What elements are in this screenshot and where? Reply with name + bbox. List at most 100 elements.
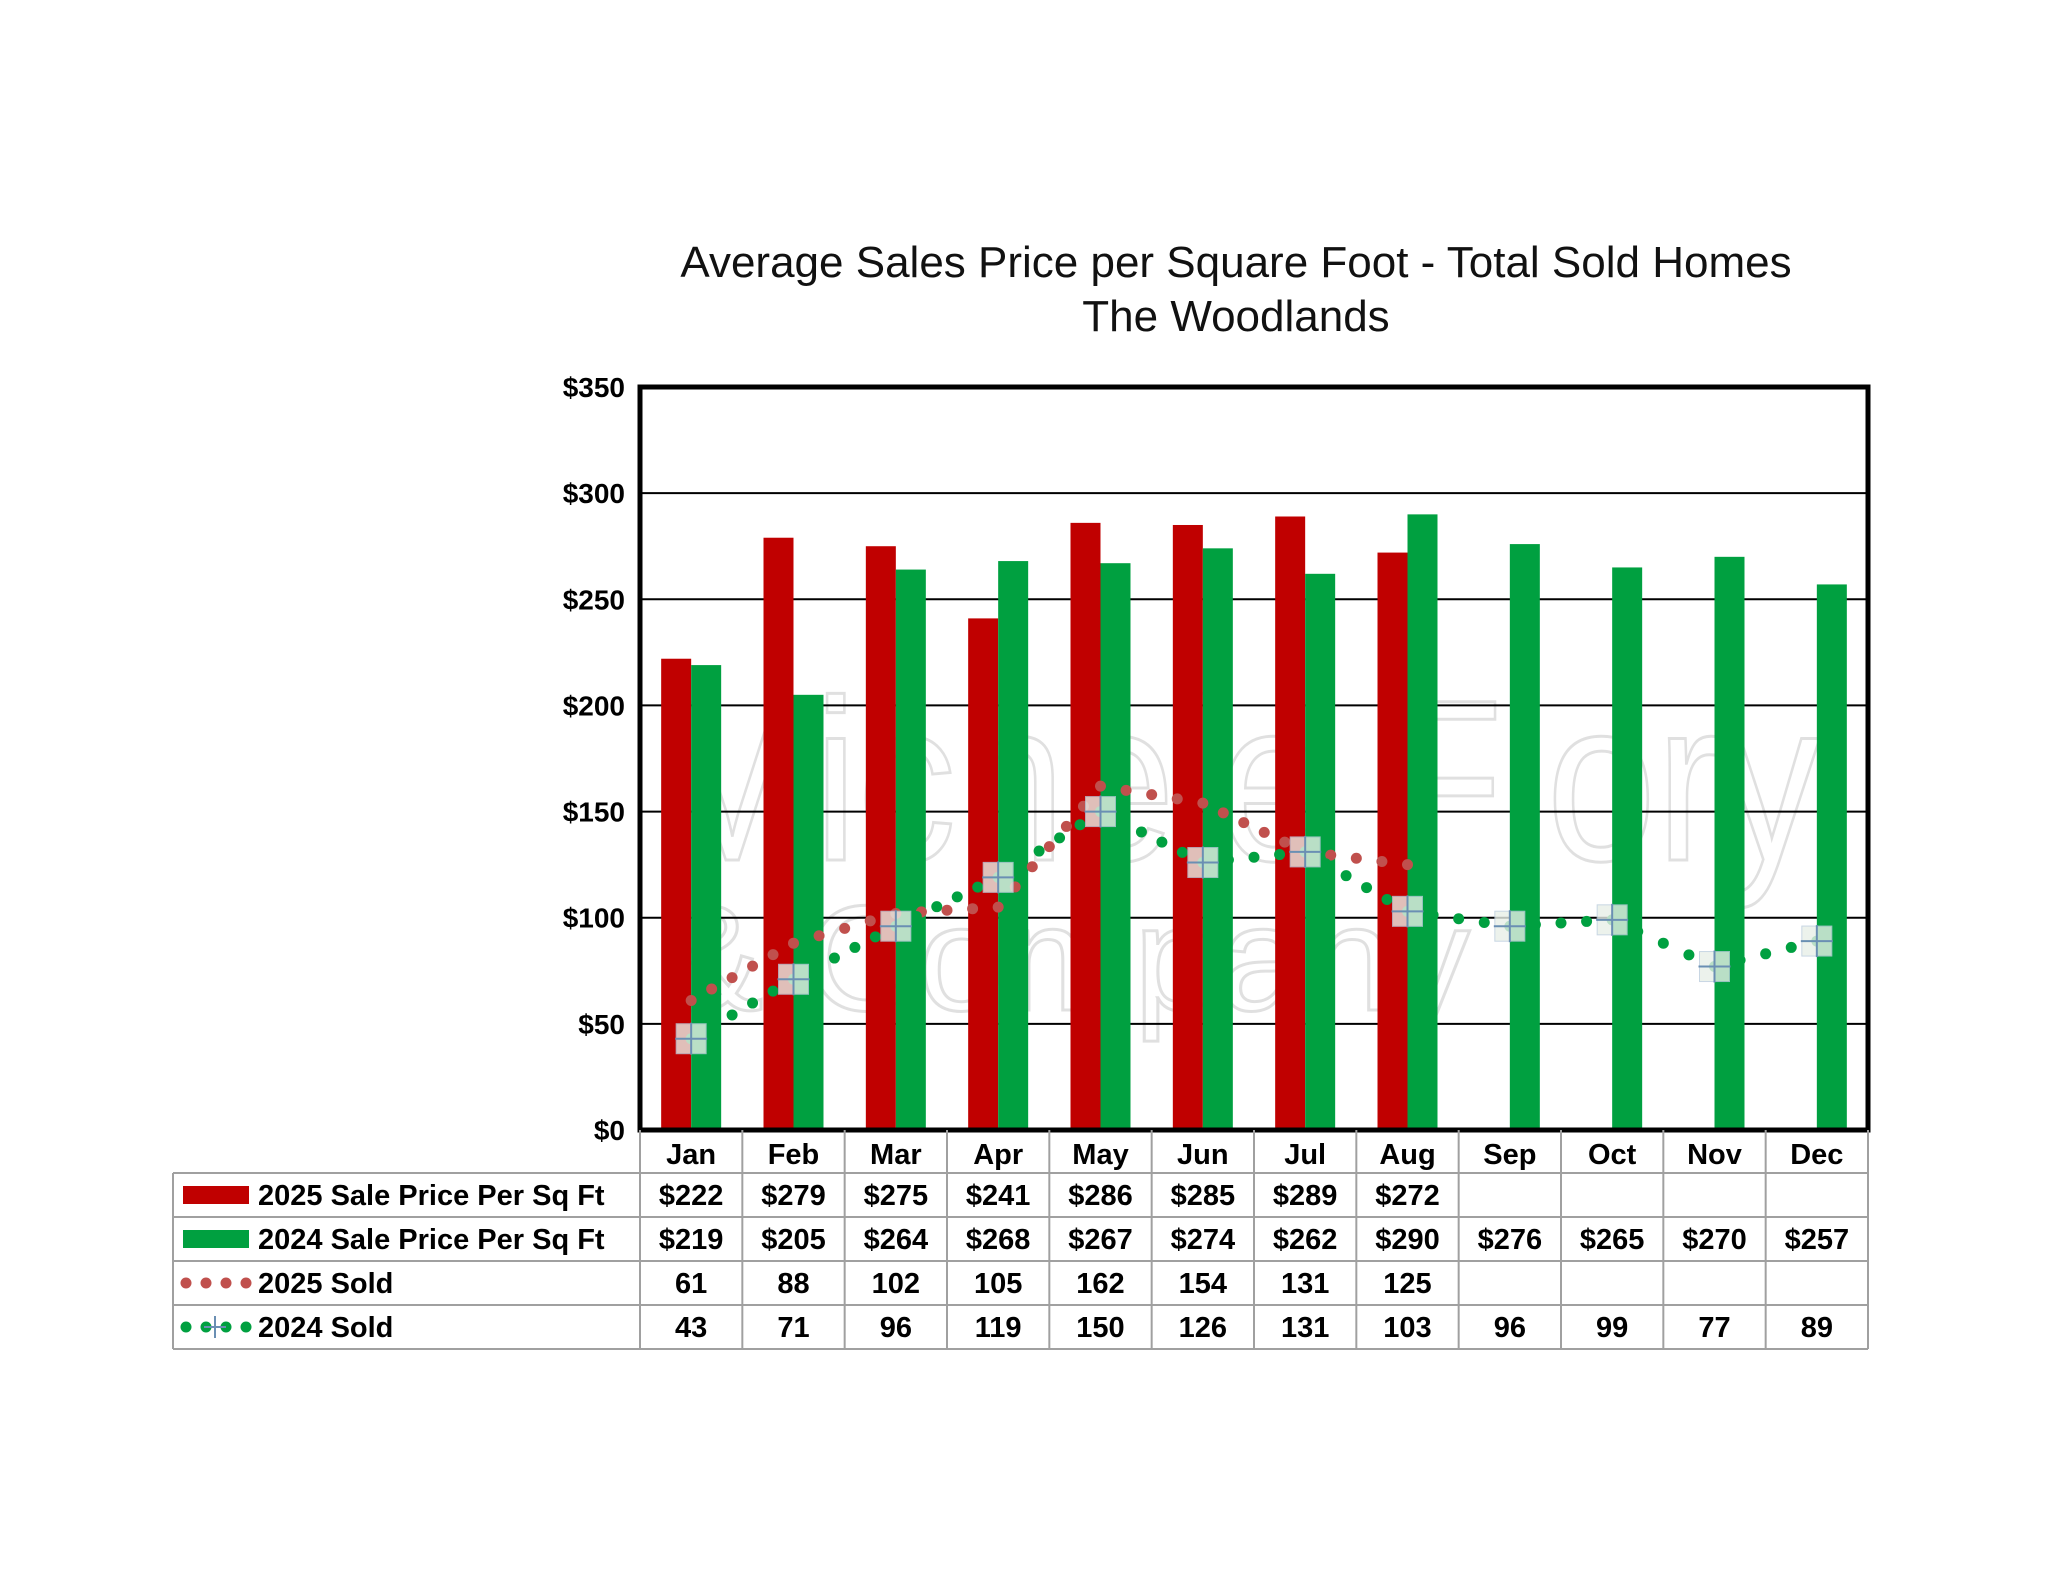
legend-key <box>180 1316 252 1338</box>
data-label: 96 <box>880 1312 912 1344</box>
x-tick-label: Aug <box>1379 1139 1435 1171</box>
bar-2025-aug <box>1377 552 1408 1130</box>
sold-line-dot <box>1176 846 1188 858</box>
sold-2024-marker-nov <box>1698 950 1731 983</box>
sold-line-dot <box>1156 836 1168 848</box>
sold-line-dot <box>967 903 979 915</box>
data-table: Jan Feb Mar Apr May Jun Jul Aug Sep Oct Nov Dec 2025… <box>172 1130 1869 1350</box>
data-label: 105 <box>974 1268 1022 1300</box>
sold-line-dot <box>1581 915 1593 927</box>
x-tick-label: Mar <box>870 1139 922 1171</box>
data-label: $286 <box>1068 1180 1133 1212</box>
sold-line-dot <box>1453 913 1465 925</box>
sold-line-dot <box>685 995 697 1007</box>
watermark: Michele Flory & Company <box>649 651 1822 1044</box>
legend-label: 2025 Sold <box>258 1268 393 1300</box>
sold-2024-marker-oct <box>1596 903 1629 936</box>
sold-line-dot <box>1248 851 1260 863</box>
x-tick-label: Jun <box>1177 1139 1229 1171</box>
x-tick-label: May <box>1072 1139 1128 1171</box>
y-tick-label: $200 <box>563 690 625 721</box>
sold-lines <box>675 780 1833 1055</box>
data-label: $262 <box>1273 1224 1338 1256</box>
x-tick-label: Feb <box>768 1139 820 1171</box>
data-label: $279 <box>761 1180 826 1212</box>
sold-line-dot <box>1632 926 1644 938</box>
sold-line-dot <box>1785 941 1797 953</box>
legend-label: 2024 Sale Price Per Sq Ft <box>258 1224 605 1256</box>
grid <box>640 492 1868 1025</box>
sold-line-dot <box>1120 784 1132 796</box>
sold-line-dot <box>1217 807 1229 819</box>
data-label: 96 <box>1494 1312 1526 1344</box>
bar-2024-sep <box>1509 544 1540 1130</box>
data-label: $222 <box>659 1180 724 1212</box>
sold-line-dot <box>972 881 984 893</box>
sold-line-dot <box>1350 852 1362 864</box>
data-label: $265 <box>1580 1224 1645 1256</box>
sold-line-dot <box>1043 841 1055 853</box>
bar-2024-may <box>1100 563 1131 1130</box>
legend-label: 2024 Sold <box>258 1312 393 1344</box>
sold-line-dot <box>931 901 943 913</box>
sold-line-dot <box>1381 893 1393 905</box>
data-label: 61 <box>675 1268 707 1300</box>
sold-line-dot <box>1529 919 1541 931</box>
sold-line-dot <box>1320 858 1332 870</box>
sold-line-dot <box>747 997 759 1009</box>
sold-line-dot <box>951 891 963 903</box>
sold-line-dot <box>1274 849 1286 861</box>
bar-2024-feb <box>793 694 824 1130</box>
bar-2024-dec <box>1816 584 1847 1130</box>
sold-line-dot <box>788 937 799 949</box>
x-tick-label: Oct <box>1588 1139 1637 1171</box>
sold-line-dot <box>869 931 881 943</box>
sold-line-dot <box>941 904 953 916</box>
sold-line-dot <box>849 941 861 953</box>
bar-2025-jan <box>661 658 692 1130</box>
legend-key <box>183 1230 249 1248</box>
sold-line-dot <box>1683 949 1695 961</box>
sold-line-dot <box>1060 820 1072 832</box>
x-tick-label: Apr <box>973 1139 1023 1171</box>
data-label: $289 <box>1273 1180 1338 1212</box>
sold-line-dot <box>1197 797 1209 809</box>
sold-2024-marker-mar <box>879 910 912 943</box>
sold-line-dot <box>706 1021 718 1033</box>
chart-subtitle: The Woodlands <box>1082 292 1389 341</box>
data-label: $257 <box>1785 1224 1850 1256</box>
sold-line-dot <box>767 949 779 961</box>
data-label: $276 <box>1478 1224 1543 1256</box>
sold-2024-marker-may <box>1084 795 1117 828</box>
bar-2025-jul <box>1275 516 1306 1130</box>
data-label: $290 <box>1375 1224 1440 1256</box>
sold-line-dot <box>839 922 851 934</box>
data-label: $270 <box>1682 1224 1747 1256</box>
bar-2025-feb <box>763 537 794 1130</box>
sold-line-dot <box>1171 793 1183 805</box>
sold-line-dot <box>747 960 759 972</box>
x-tick-label: Nov <box>1687 1139 1742 1171</box>
sold-line-dot <box>1340 870 1352 882</box>
sold-line-dot <box>1325 849 1337 861</box>
sold-line-dot <box>1222 854 1234 866</box>
sold-line-2025 <box>685 780 1413 1007</box>
data-label: 89 <box>1801 1312 1833 1344</box>
sold-line-dot <box>1013 858 1025 870</box>
sold-2024-marker-aug <box>1391 895 1424 928</box>
table-row: 2024 Sale Price Per Sq Ft $219 $205 $264 $26… <box>183 1224 1849 1256</box>
y-axis: $0 $50 $100 $150 $200 $250 $300 $350 <box>563 372 625 1146</box>
data-label: 103 <box>1383 1312 1431 1344</box>
sold-line-dot <box>1033 845 1045 857</box>
data-label: 131 <box>1281 1268 1329 1300</box>
x-tick-label: Jul <box>1284 1139 1326 1171</box>
data-label: 43 <box>675 1312 707 1344</box>
sold-line-dot <box>726 972 738 984</box>
data-label: 71 <box>777 1312 809 1344</box>
x-tick-label: Jan <box>666 1139 716 1171</box>
table-row: 2025 Sold 61 88 102 105 162 154 131 125 <box>180 1268 1432 1300</box>
data-label: 154 <box>1179 1268 1227 1300</box>
sold-line-dot <box>1026 861 1038 873</box>
bars <box>661 514 1847 1130</box>
data-label: 150 <box>1076 1312 1124 1344</box>
